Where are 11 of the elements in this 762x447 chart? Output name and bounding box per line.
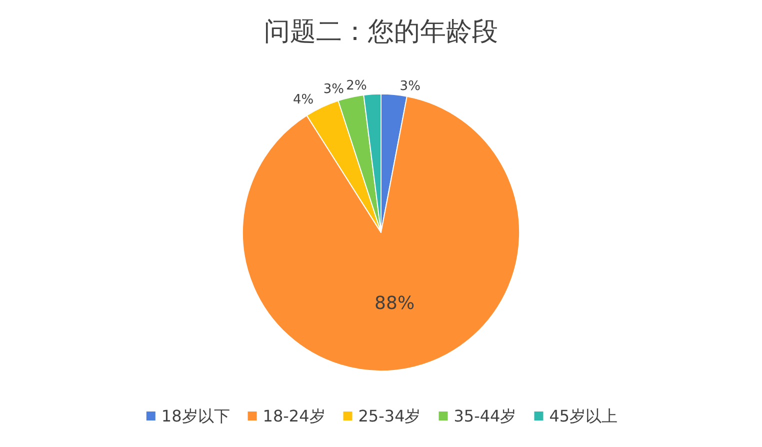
legend-label: 18-24岁 — [262, 406, 326, 426]
chart-title: 问题二：您的年龄段 — [264, 17, 498, 47]
data-label: 3% — [323, 82, 344, 97]
data-label: 88% — [374, 292, 415, 314]
data-label: 3% — [400, 79, 420, 94]
legend-label: 25-34岁 — [358, 406, 421, 426]
legend-label: 35-44岁 — [454, 406, 516, 426]
legend-label: 18岁以下 — [161, 406, 230, 426]
data-label: 4% — [292, 92, 314, 108]
data-label: 2% — [346, 78, 367, 94]
legend-label: 45岁以上 — [549, 406, 618, 426]
